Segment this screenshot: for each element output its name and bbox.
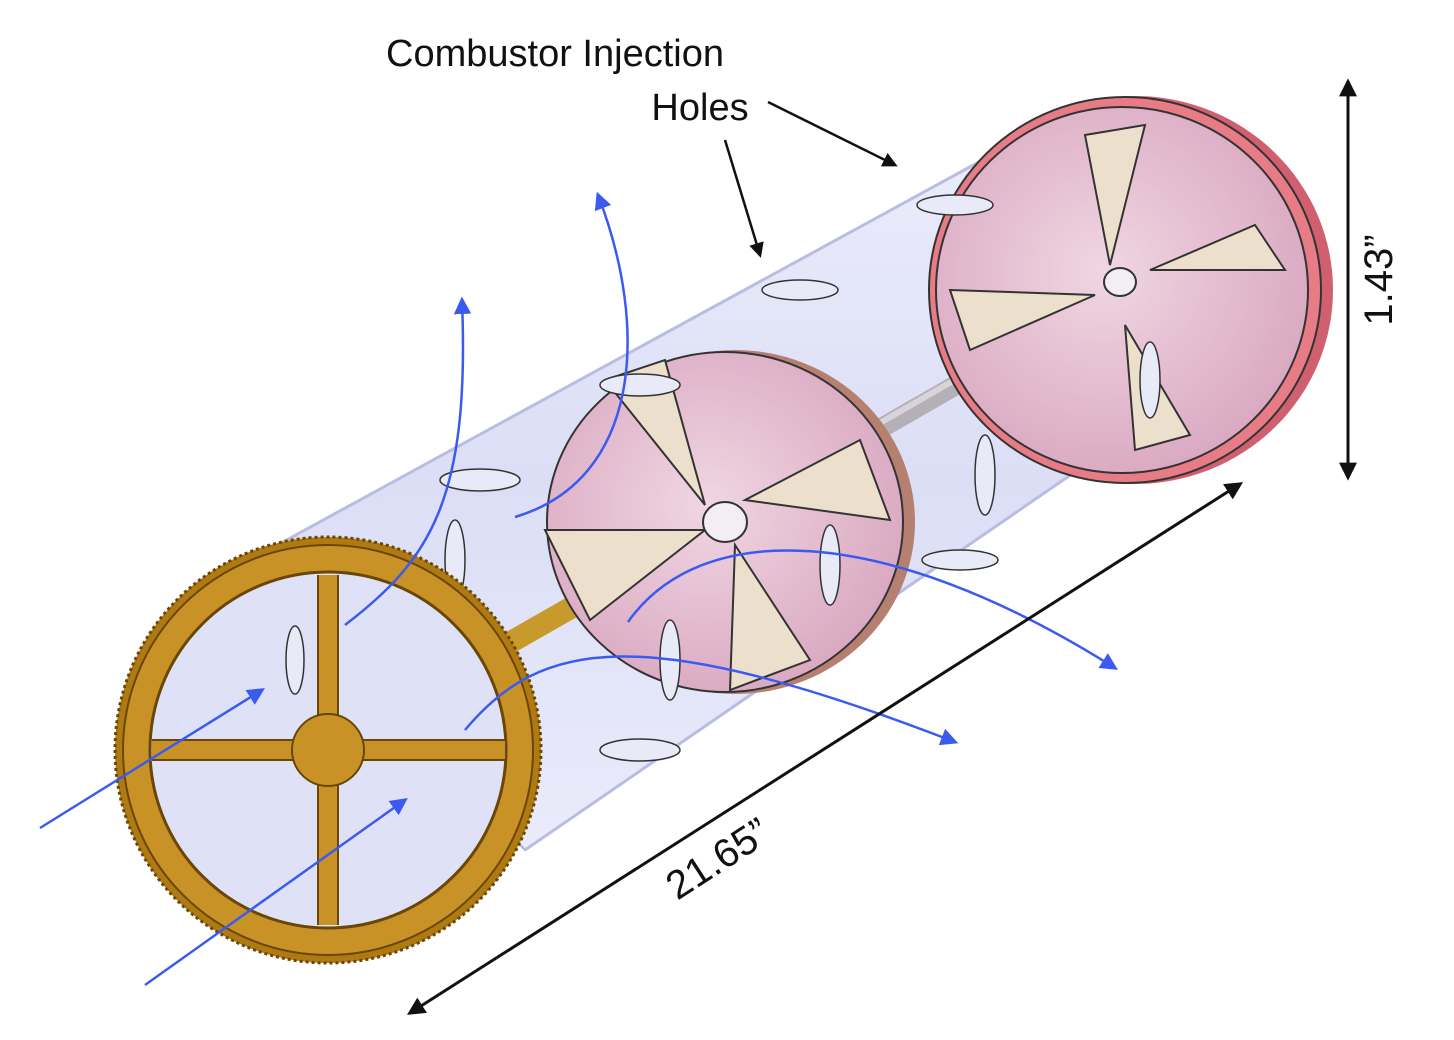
middle-rotor xyxy=(543,350,915,694)
flow-arrow xyxy=(144,797,408,987)
length-dimension-label: 21.65” xyxy=(658,810,777,909)
injection-hole xyxy=(974,434,996,516)
injection-hole xyxy=(761,279,839,301)
injection-hole xyxy=(921,549,999,571)
injection-hole xyxy=(916,194,994,216)
injection-label-line2: Holes xyxy=(651,87,748,129)
flow-arrow xyxy=(39,688,265,830)
injection-hole xyxy=(819,524,841,606)
injection-hole xyxy=(599,738,681,762)
outlet-rotor xyxy=(928,96,1333,484)
diameter-dimension-label: 1.43” xyxy=(1357,234,1401,325)
inlet-gear xyxy=(113,535,543,965)
length-dimension-line xyxy=(406,482,1244,1015)
callout-arrows xyxy=(723,100,898,258)
injection-label-line1: Combustor Injection xyxy=(386,33,724,75)
injection-hole xyxy=(1139,341,1161,419)
injection-hole xyxy=(285,625,305,695)
injection-hole xyxy=(599,373,681,397)
